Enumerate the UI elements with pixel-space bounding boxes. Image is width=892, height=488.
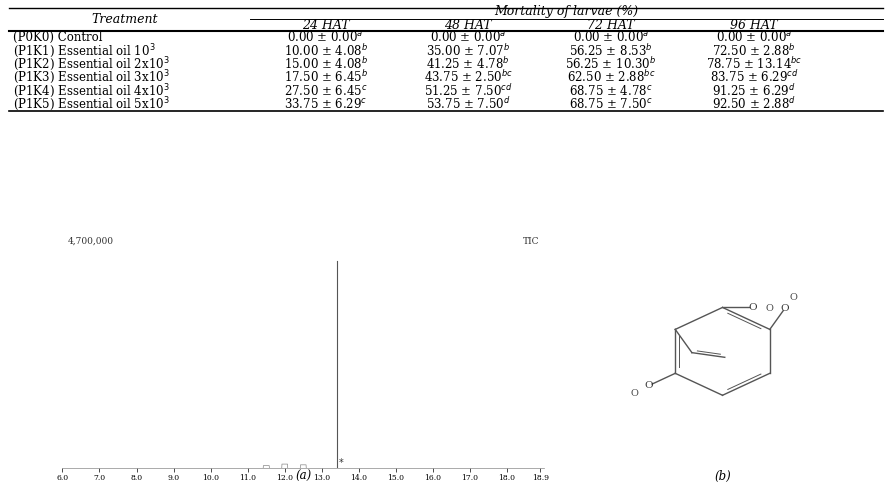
Text: 56.25 ± 8.53$^{b}$: 56.25 ± 8.53$^{b}$ bbox=[569, 43, 653, 59]
Text: (P1K4) Essential oil 4x10$^{3}$: (P1K4) Essential oil 4x10$^{3}$ bbox=[13, 82, 170, 100]
Text: 72 HAT: 72 HAT bbox=[587, 19, 635, 32]
Text: (P1K3) Essential oil 3x10$^{3}$: (P1K3) Essential oil 3x10$^{3}$ bbox=[13, 68, 170, 86]
Text: (P0K0) Control: (P0K0) Control bbox=[13, 31, 103, 44]
Text: 78.75 ± 13.14$^{bc}$: 78.75 ± 13.14$^{bc}$ bbox=[706, 56, 802, 72]
Text: (b): (b) bbox=[714, 470, 731, 483]
Text: O: O bbox=[789, 293, 797, 303]
Text: 17.50 ± 6.45$^{b}$: 17.50 ± 6.45$^{b}$ bbox=[284, 69, 368, 85]
Text: 91.25 ± 6.29$^{d}$: 91.25 ± 6.29$^{d}$ bbox=[712, 83, 796, 99]
Text: Treatment: Treatment bbox=[92, 13, 158, 26]
Text: 43.75 ± 2.50$^{bc}$: 43.75 ± 2.50$^{bc}$ bbox=[424, 69, 513, 85]
Text: 24 HAT: 24 HAT bbox=[301, 19, 350, 32]
Text: 4,700,000: 4,700,000 bbox=[67, 237, 113, 246]
Text: Mortality of larvae (%): Mortality of larvae (%) bbox=[494, 5, 639, 18]
Text: O: O bbox=[631, 389, 639, 398]
Text: 92.50 ± 2.88$^{d}$: 92.50 ± 2.88$^{d}$ bbox=[712, 96, 796, 112]
Text: 48 HAT: 48 HAT bbox=[444, 19, 492, 32]
Text: 68.75 ± 7.50$^{c}$: 68.75 ± 7.50$^{c}$ bbox=[569, 97, 653, 111]
Text: 0.00 ± 0.00$^{a}$: 0.00 ± 0.00$^{a}$ bbox=[430, 30, 507, 44]
Text: 0.00 ± 0.00$^{a}$: 0.00 ± 0.00$^{a}$ bbox=[287, 30, 364, 44]
Text: 83.75 ± 6.29$^{cd}$: 83.75 ± 6.29$^{cd}$ bbox=[709, 69, 798, 85]
Text: 0.00 ± 0.00$^{a}$: 0.00 ± 0.00$^{a}$ bbox=[573, 30, 649, 44]
Text: 41.25 ± 4.78$^{b}$: 41.25 ± 4.78$^{b}$ bbox=[426, 56, 510, 72]
Text: 62.50 ± 2.88$^{bc}$: 62.50 ± 2.88$^{bc}$ bbox=[566, 69, 656, 85]
Text: 56.25 ± 10.30$^{b}$: 56.25 ± 10.30$^{b}$ bbox=[566, 56, 657, 72]
Text: O: O bbox=[765, 304, 773, 313]
Text: 15.00 ± 4.08$^{b}$: 15.00 ± 4.08$^{b}$ bbox=[284, 56, 368, 72]
Text: 0.00 ± 0.00$^{a}$: 0.00 ± 0.00$^{a}$ bbox=[715, 30, 792, 44]
Text: 68.75 ± 4.78$^{c}$: 68.75 ± 4.78$^{c}$ bbox=[569, 84, 653, 98]
Text: 27.50 ± 6.45$^{c}$: 27.50 ± 6.45$^{c}$ bbox=[284, 84, 368, 98]
Text: TIC: TIC bbox=[523, 237, 540, 246]
Text: O: O bbox=[645, 381, 653, 390]
Text: *: * bbox=[338, 458, 343, 468]
Text: 35.00 ± 7.07$^{b}$: 35.00 ± 7.07$^{b}$ bbox=[426, 43, 510, 59]
Text: O: O bbox=[748, 303, 757, 312]
Text: 53.75 ± 7.50$^{d}$: 53.75 ± 7.50$^{d}$ bbox=[426, 96, 510, 112]
Text: O: O bbox=[780, 304, 789, 313]
Text: (P1K5) Essential oil 5x10$^{3}$: (P1K5) Essential oil 5x10$^{3}$ bbox=[13, 95, 170, 113]
Text: 33.75 ± 6.29$^{c}$: 33.75 ± 6.29$^{c}$ bbox=[284, 97, 368, 111]
Text: 96 HAT: 96 HAT bbox=[730, 19, 778, 32]
Text: (P1K1) Essential oil 10$^{3}$: (P1K1) Essential oil 10$^{3}$ bbox=[13, 42, 156, 60]
Text: 72.50 ± 2.88$^{b}$: 72.50 ± 2.88$^{b}$ bbox=[712, 43, 796, 59]
Text: (P1K2) Essential oil 2x10$^{3}$: (P1K2) Essential oil 2x10$^{3}$ bbox=[13, 55, 170, 73]
Text: 10.00 ± 4.08$^{b}$: 10.00 ± 4.08$^{b}$ bbox=[284, 43, 368, 59]
Text: (a): (a) bbox=[295, 470, 311, 483]
Text: 51.25 ± 7.50$^{cd}$: 51.25 ± 7.50$^{cd}$ bbox=[424, 83, 513, 99]
